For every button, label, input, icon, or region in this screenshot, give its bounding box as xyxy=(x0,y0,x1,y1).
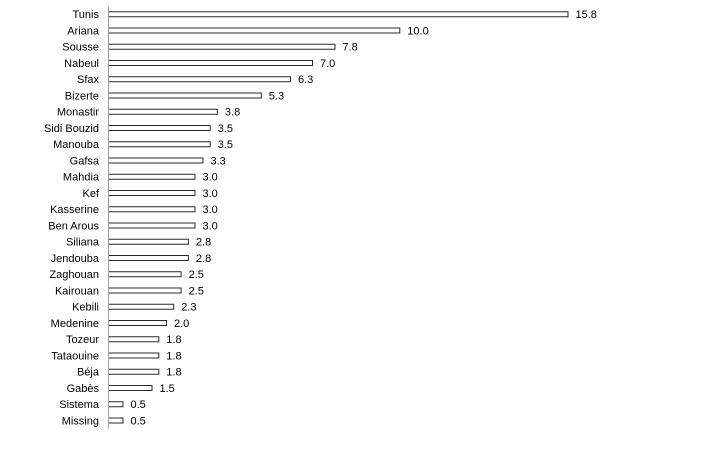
svg-text:Sidi Bouzid: Sidi Bouzid xyxy=(44,123,99,135)
svg-text:Kebili: Kebili xyxy=(72,302,99,314)
svg-text:0.5: 0.5 xyxy=(131,399,146,411)
svg-text:2.0: 2.0 xyxy=(174,318,189,330)
svg-text:2.8: 2.8 xyxy=(196,253,211,265)
svg-text:Sousse: Sousse xyxy=(62,42,99,54)
svg-text:Tataouine: Tataouine xyxy=(51,350,99,362)
svg-text:3.0: 3.0 xyxy=(203,172,218,184)
svg-text:Tunis: Tunis xyxy=(73,9,100,21)
svg-text:3.0: 3.0 xyxy=(203,204,218,216)
svg-text:Ben Arous: Ben Arous xyxy=(48,220,99,232)
svg-text:Tozeur: Tozeur xyxy=(66,334,99,346)
svg-text:Béja: Béja xyxy=(77,367,100,379)
svg-text:Gabès: Gabès xyxy=(67,383,100,395)
svg-text:Sfax: Sfax xyxy=(77,74,100,86)
svg-text:2.3: 2.3 xyxy=(181,302,196,314)
svg-text:Jendouba: Jendouba xyxy=(51,253,100,265)
svg-text:3.3: 3.3 xyxy=(211,155,226,167)
svg-text:3.0: 3.0 xyxy=(203,188,218,200)
svg-text:15.8: 15.8 xyxy=(576,9,597,21)
svg-text:Ariana: Ariana xyxy=(67,25,100,37)
svg-text:1.8: 1.8 xyxy=(166,334,181,346)
svg-text:Missing: Missing xyxy=(62,415,99,427)
svg-text:0.5: 0.5 xyxy=(131,415,146,427)
svg-text:Siliana: Siliana xyxy=(66,237,100,249)
svg-text:10.0: 10.0 xyxy=(407,25,428,37)
svg-text:Monastir: Monastir xyxy=(57,107,100,119)
svg-text:2.5: 2.5 xyxy=(189,269,204,281)
svg-text:1.5: 1.5 xyxy=(160,383,175,395)
svg-text:Kairouan: Kairouan xyxy=(55,285,99,297)
svg-text:3.5: 3.5 xyxy=(218,139,233,151)
svg-text:3.8: 3.8 xyxy=(225,107,240,119)
svg-text:Kasserine: Kasserine xyxy=(50,204,99,216)
svg-text:Nabeul: Nabeul xyxy=(64,58,99,70)
svg-text:2.8: 2.8 xyxy=(196,237,211,249)
svg-text:Sistema: Sistema xyxy=(59,399,100,411)
svg-text:7.8: 7.8 xyxy=(343,42,358,54)
svg-text:Kef: Kef xyxy=(82,188,99,200)
svg-text:5.3: 5.3 xyxy=(269,90,284,102)
svg-text:Manouba: Manouba xyxy=(53,139,100,151)
svg-text:Zaghouan: Zaghouan xyxy=(49,269,99,281)
svg-text:3.5: 3.5 xyxy=(218,123,233,135)
svg-text:7.0: 7.0 xyxy=(320,58,335,70)
svg-text:2.5: 2.5 xyxy=(189,285,204,297)
svg-text:Bizerte: Bizerte xyxy=(65,90,99,102)
svg-text:1.8: 1.8 xyxy=(166,367,181,379)
svg-text:Gafsa: Gafsa xyxy=(70,155,100,167)
svg-text:Mahdia: Mahdia xyxy=(63,172,100,184)
svg-text:3.0: 3.0 xyxy=(203,220,218,232)
svg-text:Medenine: Medenine xyxy=(51,318,99,330)
svg-text:6.3: 6.3 xyxy=(298,74,313,86)
svg-text:1.8: 1.8 xyxy=(166,350,181,362)
